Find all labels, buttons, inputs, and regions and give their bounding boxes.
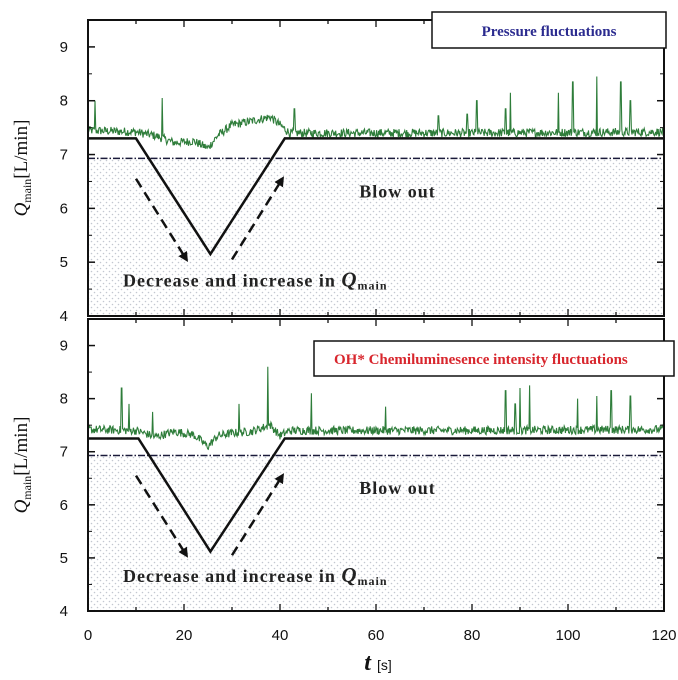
legend-pressure: Pressure fluctuations [482, 24, 617, 40]
blowout-label: Blow out [359, 478, 436, 498]
y-tick-label: 7 [60, 147, 68, 164]
y-tick-label: 4 [60, 603, 68, 620]
y-tick-label: 8 [60, 93, 68, 110]
x-tick-label: 100 [555, 627, 580, 644]
y-tick-label: 9 [60, 39, 68, 56]
y-tick-label: 5 [60, 550, 68, 567]
y-axis-ticks: 4 5 6 7 8 9 [60, 20, 665, 325]
legend-box [431, 11, 667, 49]
blowout-label: Blow out [359, 182, 436, 202]
blowout-region-dots [88, 158, 664, 316]
x-tick-label: 40 [272, 627, 289, 644]
x-tick-label: 80 [464, 627, 481, 644]
x-tick-label: 60 [368, 627, 385, 644]
x-tick-label: 120 [651, 627, 676, 644]
x-axis-label: t [s] [364, 650, 391, 676]
y-tick-label: 4 [60, 308, 68, 325]
y-tick-label: 9 [60, 338, 68, 355]
legend-box [313, 340, 675, 377]
x-axis-ticks: 0 20 40 60 80 100 120 [84, 627, 677, 644]
decrease-increase-label: Decrease and increase in Qmain [123, 267, 388, 292]
y-tick-label: 7 [60, 444, 68, 461]
y-axis-ticks: 4 5 6 7 8 9 [60, 319, 665, 620]
panel-pressure: Blow out Decrease and increase in Qmain … [11, 11, 667, 325]
y-tick-label: 5 [60, 254, 68, 271]
pressure-signal-series [88, 76, 664, 150]
legend-oh: OH* Chemiluminesence intensity fluctuati… [334, 352, 628, 368]
y-axis-label: Qmain[L/min] [11, 417, 34, 514]
y-tick-label: 6 [60, 497, 68, 514]
y-tick-label: 8 [60, 391, 68, 408]
y-tick-label: 6 [60, 200, 68, 217]
panel-oh-chemiluminescence: Blow out Decrease and increase in Qmain … [11, 318, 675, 620]
flow-rate-path [88, 437, 664, 554]
x-tick-label: 0 [84, 627, 92, 644]
flow-rate-path [88, 137, 664, 257]
x-tick-label: 20 [176, 627, 193, 644]
oh-signal-series [88, 366, 664, 451]
decrease-increase-label: Decrease and increase in Qmain [123, 563, 388, 588]
blowout-region-dots [88, 455, 664, 611]
y-axis-label: Qmain[L/min] [11, 120, 34, 217]
